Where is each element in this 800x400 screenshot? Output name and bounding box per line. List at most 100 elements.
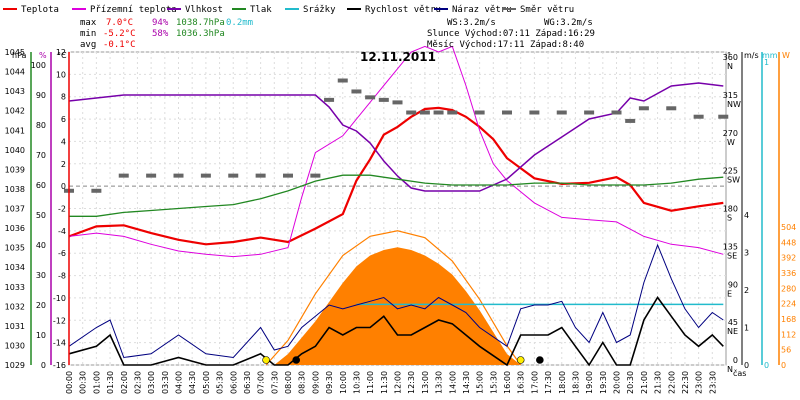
tick-x: 05:30: [216, 371, 225, 394]
legend-label: Přízemní teplota: [90, 5, 177, 15]
tick-temperature: -4: [58, 227, 66, 236]
tick-rain: 1: [764, 58, 769, 67]
tick-direction: 0: [733, 356, 738, 365]
tick-rain: 0: [764, 361, 769, 370]
tick-pressure: 1045: [5, 48, 25, 57]
tick-pressure: 1042: [5, 107, 25, 116]
point-wind-direction: [638, 106, 649, 111]
moon-marker: [536, 356, 544, 364]
tick-humidity: 70: [36, 151, 46, 160]
x-axis-label: čas: [733, 368, 746, 378]
axis-label-humidity: %: [39, 51, 47, 60]
legend-label: Náraz větru: [452, 5, 512, 15]
tick-pressure: 1037: [5, 205, 25, 214]
tick-solar: 336: [781, 269, 796, 278]
tick-pressure: 1040: [5, 146, 25, 155]
tick-x: 22:00: [667, 371, 676, 394]
axis-label-direction: °: [727, 51, 731, 60]
tick-x: 11:30: [380, 371, 389, 394]
tick-direction: 180: [723, 205, 738, 214]
series-Tlak: [69, 174, 724, 217]
tick-solar: 448: [781, 238, 796, 247]
tick-humidity: 10: [36, 331, 46, 340]
tick-x: 02:00: [120, 371, 129, 394]
tick-x: 06:00: [229, 371, 238, 394]
tick-x: 07:30: [270, 371, 279, 394]
stat-max-temp: 7.0°C: [106, 18, 133, 28]
tick-x: 16:00: [503, 371, 512, 394]
tick-pressure: 1031: [5, 322, 25, 331]
point-wind-direction: [406, 110, 417, 115]
series-Náraz větru: [68, 243, 724, 359]
point-wind-direction: [255, 173, 266, 178]
legend-label: Srážky: [303, 5, 336, 15]
tick-pressure: 1038: [5, 185, 25, 194]
tick-pressure: 1030: [5, 341, 25, 350]
tick-humidity: 60: [36, 181, 46, 190]
point-wind-direction: [666, 106, 677, 111]
point-wind-direction: [433, 110, 444, 115]
point-wind-direction: [584, 110, 595, 115]
tick-x: 04:30: [188, 371, 197, 394]
tick-temperature: 0: [61, 182, 66, 191]
tick-x: 19:00: [585, 371, 594, 394]
point-wind-direction: [625, 118, 636, 123]
moon-marker: [292, 356, 301, 364]
tick-x: 04:00: [175, 371, 184, 394]
sun-marker: [516, 356, 525, 364]
point-wind-direction: [365, 95, 376, 100]
stat-ws: WS:3.2m/s: [447, 18, 496, 28]
tick-x: 07:00: [257, 371, 266, 394]
point-wind-direction: [529, 110, 540, 115]
tick-x: 15:00: [476, 371, 485, 394]
tick-x: 13:30: [435, 371, 444, 394]
stat-moon: Měsíc Východ:17:11 Západ:8:40: [427, 40, 584, 50]
tick-humidity: 0: [41, 361, 46, 370]
tick-compass: SW: [727, 176, 740, 185]
series-solar-theoretical: [265, 230, 522, 366]
point-wind-direction: [419, 110, 430, 115]
tick-x: 21:30: [654, 371, 663, 394]
tick-x: 17:30: [544, 371, 553, 394]
tick-x: 01:00: [92, 371, 101, 394]
axis-label-solar: W: [782, 51, 790, 60]
tick-x: 13:00: [421, 371, 430, 394]
point-wind-direction: [502, 110, 512, 115]
tick-humidity: 80: [36, 121, 46, 130]
tick-pressure: 1032: [5, 302, 25, 311]
tick-x: 03:00: [147, 371, 156, 394]
tick-compass: NW: [727, 100, 741, 109]
legend-label: Směr větru: [520, 5, 574, 15]
point-wind-direction: [474, 110, 485, 115]
stat-min-temp: -5.2°C: [103, 29, 136, 39]
tick-direction: 135: [723, 242, 738, 251]
tick-solar: 224: [781, 300, 796, 309]
point-wind-direction: [351, 89, 362, 94]
sun-marker: [262, 356, 270, 364]
tick-compass: SE: [727, 251, 737, 260]
chart-title: 12.11.2011: [360, 50, 436, 64]
axes: 1029103010311032103310341035103610371038…: [5, 48, 797, 394]
point-wind-direction: [718, 114, 729, 119]
tick-x: 12:00: [394, 371, 403, 394]
stat-rain: 0.2mm: [226, 18, 253, 28]
tick-x: 23:00: [695, 371, 704, 394]
legend: Teplota Přízemní teplota Vlhkost Tlak Srážky…: [3, 5, 574, 15]
stat-sun: Slunce Východ:07:11 Západ:16:29: [427, 29, 595, 39]
point-wind-direction: [556, 110, 567, 115]
tick-compass: N: [727, 62, 733, 71]
stat-max-press: 1038.7hPa: [176, 18, 225, 28]
tick-compass: W: [727, 138, 735, 147]
tick-x: 18:00: [558, 371, 567, 394]
tick-x: 14:30: [462, 371, 471, 394]
tick-pressure: 1034: [5, 263, 25, 272]
tick-solar: 56: [781, 346, 791, 355]
tick-humidity: 40: [36, 241, 46, 250]
tick-x: 14:00: [448, 371, 457, 394]
solar-area: [265, 230, 522, 366]
tick-x: 18:30: [571, 371, 580, 394]
point-wind-direction: [447, 110, 458, 115]
series-solar-radiation: [274, 247, 521, 365]
tick-temperature: 4: [61, 137, 66, 146]
